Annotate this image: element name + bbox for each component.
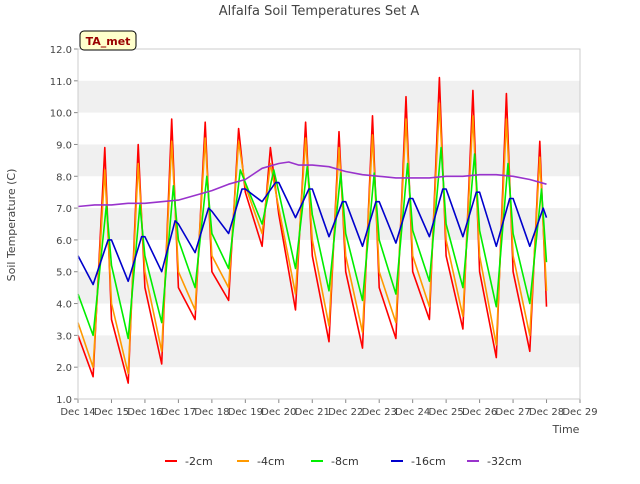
y-tick-label: 7.0 bbox=[56, 204, 72, 215]
chart-title: Alfalfa Soil Temperatures Set A bbox=[219, 4, 420, 19]
legend-label: -4cm bbox=[257, 455, 285, 468]
x-tick-label: Dec 20 bbox=[261, 407, 296, 418]
y-tick-label: 3.0 bbox=[56, 331, 72, 342]
y-tick-label: 4.0 bbox=[56, 300, 72, 311]
x-tick-label: Dec 17 bbox=[161, 407, 196, 418]
x-tick-label: Dec 25 bbox=[429, 407, 464, 418]
plot-border bbox=[77, 48, 581, 400]
background-bands bbox=[78, 49, 580, 399]
y-tick-label: 6.0 bbox=[56, 236, 72, 247]
grid-band bbox=[78, 80, 580, 113]
x-tick-label: Dec 26 bbox=[462, 407, 497, 418]
y-tick-label: 5.0 bbox=[56, 268, 72, 279]
y-tick-label: 8.0 bbox=[56, 172, 72, 183]
grid-band bbox=[78, 144, 580, 177]
series-line-2cm bbox=[77, 76, 548, 384]
annotation-background bbox=[79, 30, 137, 51]
series-line-4cm bbox=[77, 102, 548, 375]
series-lines bbox=[77, 76, 548, 384]
x-axis-label: Time bbox=[552, 423, 580, 436]
x-tick-label: Dec 23 bbox=[362, 407, 397, 418]
x-tick-label: Dec 18 bbox=[194, 407, 229, 418]
x-tick-label: Dec 21 bbox=[295, 407, 330, 418]
x-tick-label: Dec 28 bbox=[529, 407, 564, 418]
legend-label: -8cm bbox=[331, 455, 359, 468]
x-tick-label: Dec 16 bbox=[127, 407, 162, 418]
x-tick-label: Dec 24 bbox=[395, 407, 430, 418]
x-tick-label: Dec 15 bbox=[94, 407, 129, 418]
x-tick-label: Dec 14 bbox=[60, 407, 95, 418]
series-line-32cm bbox=[77, 161, 547, 208]
y-tick-label: 12.0 bbox=[50, 45, 72, 56]
x-tick-label: Dec 29 bbox=[562, 407, 597, 418]
plot-frame bbox=[77, 48, 581, 400]
legend: -2cm -4cm -8cm -16cm -32cm bbox=[165, 455, 522, 468]
y-tick-label: 10.0 bbox=[50, 109, 72, 120]
x-tick-label: Dec 19 bbox=[228, 407, 263, 418]
y-axis-ticks: 1.0 2.0 3.0 4.0 5.0 6.0 7.0 8.0 9.0 10.0 11.0 12.0 bbox=[50, 45, 78, 406]
series-line-16cm bbox=[77, 181, 548, 286]
annotation-label: TA_met bbox=[86, 35, 131, 48]
y-axis-label: Soil Temperature (C) bbox=[5, 169, 18, 282]
x-tick-label: Dec 22 bbox=[328, 407, 363, 418]
annotation-box: TA_met bbox=[79, 30, 137, 51]
y-tick-label: 11.0 bbox=[50, 77, 72, 88]
legend-label: -16cm bbox=[411, 455, 446, 468]
series-line-8cm bbox=[77, 146, 548, 340]
legend-label: -32cm bbox=[487, 455, 522, 468]
y-tick-label: 9.0 bbox=[56, 140, 72, 151]
x-tick-label: Dec 27 bbox=[495, 407, 530, 418]
y-tick-label: 2.0 bbox=[56, 363, 72, 374]
y-tick-label: 1.0 bbox=[56, 395, 72, 406]
legend-label: -2cm bbox=[185, 455, 213, 468]
